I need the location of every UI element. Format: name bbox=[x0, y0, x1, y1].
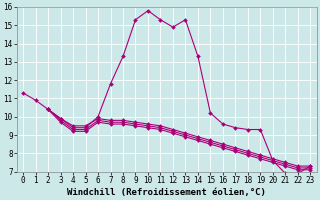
X-axis label: Windchill (Refroidissement éolien,°C): Windchill (Refroidissement éolien,°C) bbox=[67, 188, 266, 197]
